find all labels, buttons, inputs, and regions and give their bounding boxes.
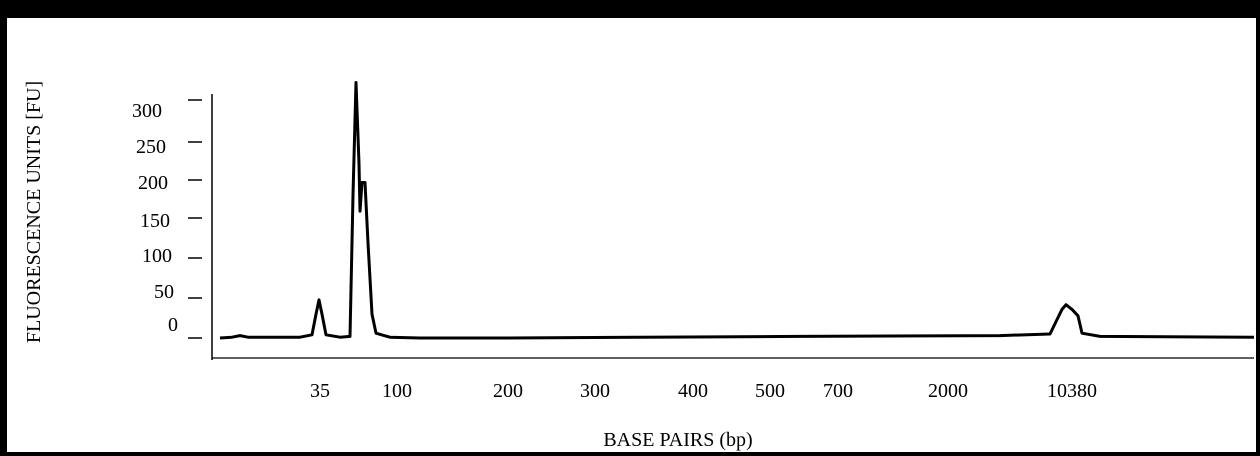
y-tick-label: 250 [136,136,166,158]
y-tick-label: 0 [168,314,178,336]
x-tick-label: 300 [580,380,610,402]
x-tick-label: 10380 [1047,380,1097,402]
x-tick-label: 700 [823,380,853,402]
y-tick-label: 300 [132,100,162,122]
y-axis-title: FLUORESCENCE UNITS [FU] [23,81,45,343]
y-axis: 300 250 200 150 100 50 0 [132,94,213,360]
y-tick-label: 200 [138,172,168,194]
x-tick-label: 200 [493,380,523,402]
x-axis: 35 100 200 300 400 500 700 2000 10380 [212,357,1254,402]
y-tick-label: 150 [140,210,170,232]
x-axis-title: BASE PAIRS (bp) [603,429,752,451]
x-tick-label: 500 [755,380,785,402]
trace-series [219,81,1255,340]
x-tick-label: 2000 [928,380,968,402]
y-tick-label: 50 [154,281,174,303]
x-tick-label: 35 [310,380,330,402]
y-tick-label: 100 [142,245,172,267]
x-tick-label: 400 [678,380,708,402]
trace-line [219,81,1255,340]
x-tick-label: 100 [382,380,412,402]
